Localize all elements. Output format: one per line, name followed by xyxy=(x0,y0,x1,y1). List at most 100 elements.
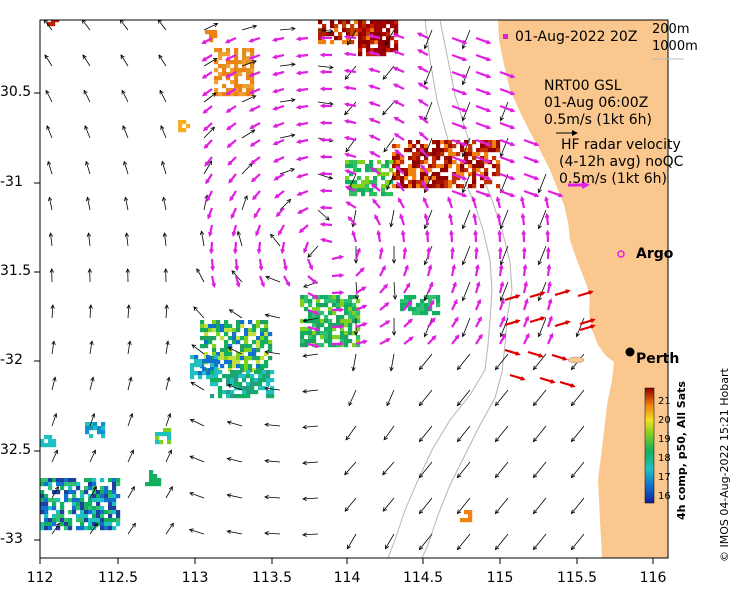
radar-scale-arrowhead xyxy=(582,181,590,189)
model-time: 01-Aug 06:00Z xyxy=(544,95,649,111)
sst-pixel xyxy=(381,176,386,181)
sst-pixel xyxy=(226,52,231,57)
radar-vector xyxy=(252,190,261,201)
radar-vector xyxy=(225,105,237,113)
radar-vector xyxy=(523,172,540,181)
sst-pixel xyxy=(40,522,45,527)
sst-pixel xyxy=(382,40,387,45)
sst-pixel xyxy=(230,382,235,387)
sst-pixel xyxy=(348,319,353,324)
sst-pixel xyxy=(194,363,199,368)
model-vector xyxy=(89,522,98,535)
sst-pixel xyxy=(440,164,445,169)
sst-pixel xyxy=(308,299,313,304)
sst-pixel xyxy=(72,498,77,503)
sst-pixel xyxy=(400,160,405,165)
sst-pixel xyxy=(349,160,354,165)
sst-pixel xyxy=(472,156,477,161)
sst-pixel xyxy=(266,370,271,375)
sst-pixel xyxy=(416,180,421,185)
sst-pixel xyxy=(332,299,337,304)
sst-pixel xyxy=(234,382,239,387)
radar-vector xyxy=(449,229,454,243)
sst-pixel xyxy=(252,340,257,345)
sst-pixel xyxy=(218,386,223,391)
sst-pixel xyxy=(244,364,249,369)
model-vector xyxy=(127,522,136,535)
radar-vector xyxy=(296,207,309,214)
sst-pixel xyxy=(324,327,329,332)
sst-pixel xyxy=(236,360,241,365)
sst-pixel xyxy=(356,327,361,332)
radar-vector xyxy=(343,135,357,142)
model-vector xyxy=(264,313,281,319)
model-vector xyxy=(123,160,129,175)
sst-pixel xyxy=(155,440,160,445)
model-vector xyxy=(270,233,281,247)
sst-pixel xyxy=(344,323,349,328)
radar-vector xyxy=(475,172,492,181)
sst-pixel xyxy=(242,394,247,399)
sst-pixel xyxy=(408,148,413,153)
sst-pixel xyxy=(348,303,353,308)
sst-pixel xyxy=(204,336,209,341)
sst-pixel xyxy=(116,518,121,523)
radar-vector xyxy=(250,173,261,183)
sst-pixel xyxy=(392,164,397,169)
sst-pixel xyxy=(488,180,493,185)
sst-pixel xyxy=(369,160,374,165)
sst-pixel xyxy=(214,76,219,81)
sst-pixel xyxy=(157,482,162,487)
sst-pixel xyxy=(250,68,255,73)
sst-pixel xyxy=(244,344,249,349)
sst-pixel xyxy=(328,327,333,332)
sst-pixel xyxy=(377,168,382,173)
sst-pixel xyxy=(153,474,158,479)
sst-pixel xyxy=(216,320,221,325)
model-vector xyxy=(49,268,54,283)
sst-pixel xyxy=(349,192,354,197)
sst-pixel xyxy=(96,498,101,503)
radar-vector xyxy=(545,229,551,243)
sst-pixel xyxy=(248,356,253,361)
sst-pixel xyxy=(218,378,223,383)
model-vector xyxy=(570,461,585,479)
sst-pixel xyxy=(206,371,211,376)
model-vector xyxy=(46,125,53,139)
sst-pixel xyxy=(224,348,229,353)
sst-pixel xyxy=(346,20,351,25)
sst-pixel xyxy=(328,311,333,316)
sst-pixel xyxy=(456,168,461,173)
sst-pixel xyxy=(492,144,497,149)
sst-pixel xyxy=(190,355,195,360)
sst-pixel xyxy=(464,518,469,523)
sst-pixel xyxy=(370,40,375,45)
sst-pixel xyxy=(92,518,97,523)
radar-vector xyxy=(319,154,333,160)
sst-pixel xyxy=(488,140,493,145)
sst-pixel xyxy=(104,494,109,499)
model-vector xyxy=(189,455,205,463)
sst-pixel xyxy=(349,188,354,193)
radar-vector xyxy=(475,53,492,62)
radar-vector xyxy=(473,229,478,243)
sst-pixel xyxy=(252,348,257,353)
xtick-label: 116 xyxy=(639,570,667,586)
sst-pixel xyxy=(365,176,370,181)
sst-pixel xyxy=(496,160,501,165)
model-vector xyxy=(344,461,357,476)
sst-pixel xyxy=(60,486,65,491)
sst-pixel xyxy=(112,510,117,515)
radar-vector xyxy=(272,138,285,146)
model-vector xyxy=(382,461,395,476)
sst-pixel xyxy=(452,144,457,149)
sst-pixel xyxy=(394,40,399,45)
radar-vector xyxy=(344,152,357,159)
sst-pixel xyxy=(353,160,358,165)
radar-vector xyxy=(475,138,492,147)
sst-pixel xyxy=(336,299,341,304)
sst-pixel xyxy=(396,168,401,173)
sst-pixel xyxy=(468,144,473,149)
radar-vector xyxy=(475,70,492,79)
sst-pixel xyxy=(248,328,253,333)
